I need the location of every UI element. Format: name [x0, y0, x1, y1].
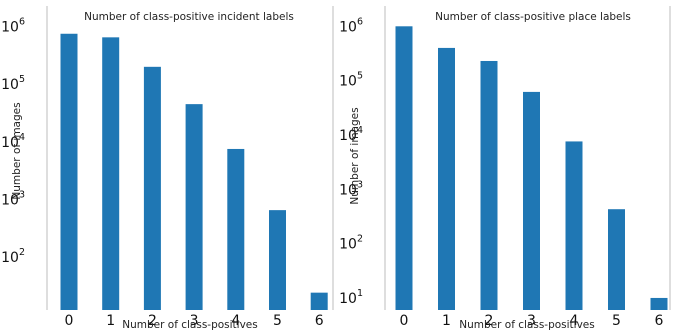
y-tick-label: 105	[339, 71, 363, 90]
bar-6	[650, 297, 668, 310]
x-tick-label: 5	[273, 313, 282, 329]
bar-3	[523, 91, 540, 311]
x-tick-label: 5	[612, 313, 621, 329]
y-tick-label: 105	[1, 74, 25, 93]
x-tick-label: 6	[655, 313, 664, 329]
bar-6	[310, 292, 328, 310]
y-axis-label: Number of images	[349, 107, 361, 204]
bar-2	[143, 66, 161, 311]
x-tick-label: 1	[106, 313, 115, 329]
y-tick-label: 103	[1, 189, 25, 208]
bar-0	[395, 26, 413, 310]
bar-3	[185, 104, 203, 310]
x-axis-label: Number of class-positives	[122, 319, 258, 330]
x-tick-label: 3	[527, 313, 536, 329]
chart-panel-2: Number of class-positive place labels 0 1 2…	[339, 6, 671, 330]
chart-title: Number of class-positive place labels	[435, 11, 631, 23]
x-tick-label: 6	[315, 313, 324, 329]
y-tick-label: 102	[1, 247, 25, 266]
bar-4	[565, 141, 583, 310]
bar-4	[227, 148, 245, 310]
y-tick-label: 101	[339, 288, 363, 307]
bar-5	[269, 210, 286, 310]
x-tick-label: 1	[442, 313, 451, 329]
x-tick-label: 4	[570, 313, 579, 329]
y-tick-label: 103	[339, 179, 363, 198]
y-tick-label: 106	[339, 16, 363, 35]
bar-1	[438, 47, 455, 311]
x-tick-label: 3	[190, 313, 199, 329]
bar-2	[480, 60, 498, 310]
chart-panel-1: Number of class-positive incident labels…	[1, 6, 334, 330]
y-tick-label: 102	[339, 234, 363, 253]
x-tick-label: 2	[485, 313, 494, 329]
x-tick-label: 0	[65, 313, 74, 329]
y-axis-label: Number of images	[11, 102, 23, 199]
x-tick-label: 4	[231, 313, 240, 329]
bar-1	[102, 37, 120, 310]
chart-title: Number of class-positive incident labels	[84, 11, 294, 23]
y-tick-label: 104	[339, 125, 363, 144]
x-axis-label: Number of class-positives	[459, 319, 595, 330]
x-tick-label: 2	[148, 313, 157, 329]
y-tick-label: 104	[1, 132, 25, 151]
bar-5	[608, 209, 625, 310]
x-tick-label: 0	[400, 313, 409, 329]
bar-0	[60, 33, 78, 310]
y-tick-label: 106	[1, 17, 25, 36]
